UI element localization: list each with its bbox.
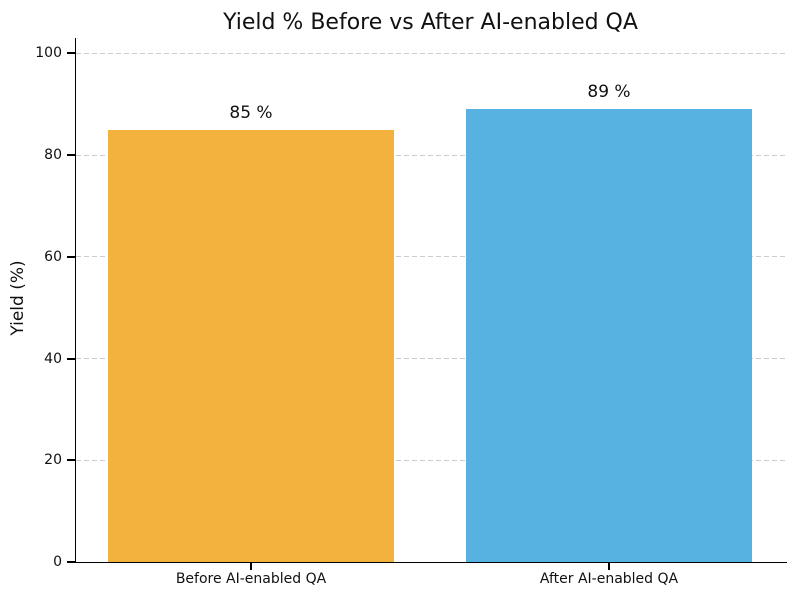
y-tick-mark xyxy=(67,154,76,157)
gridline-y-60 xyxy=(76,256,787,258)
gridline-y-40 xyxy=(76,358,787,360)
bar-before-ai-enabled-qa xyxy=(108,129,394,562)
y-tick-mark xyxy=(67,459,76,462)
y-tick-label-80: 80 xyxy=(44,147,62,164)
bar-value-label-after: 89 % xyxy=(587,82,631,103)
y-tick-mark xyxy=(67,357,76,360)
x-tick-mark xyxy=(608,563,610,570)
y-tick-label-20: 20 xyxy=(44,452,62,469)
y-tick-label-100: 100 xyxy=(35,45,62,62)
y-tick-mark xyxy=(67,561,76,563)
gridline-y-20 xyxy=(76,459,787,461)
y-tick-mark xyxy=(67,52,76,55)
x-tick-label-before: Before AI-enabled QA xyxy=(175,571,327,587)
x-tick-mark xyxy=(250,563,252,570)
plot-area: 0 20 40 60 80 100 85 % 89 % Before AI-enabled… xyxy=(35,38,787,587)
gridline-y-80 xyxy=(76,154,787,156)
chart-title: Yield % Before vs After AI-enabled QA xyxy=(223,10,638,35)
y-tick-mark xyxy=(67,255,76,258)
gridline-y-100 xyxy=(76,52,787,54)
y-tick-label-40: 40 xyxy=(44,350,62,367)
y-tick-label-60: 60 xyxy=(44,248,62,265)
x-tick-label-after: After AI-enabled QA xyxy=(539,571,679,587)
bar-after-ai-enabled-qa xyxy=(466,109,752,562)
bar-value-label-before: 85 % xyxy=(229,102,273,123)
y-tick-label-0: 0 xyxy=(53,554,62,570)
y-axis-title: Yield (%) xyxy=(8,260,28,336)
